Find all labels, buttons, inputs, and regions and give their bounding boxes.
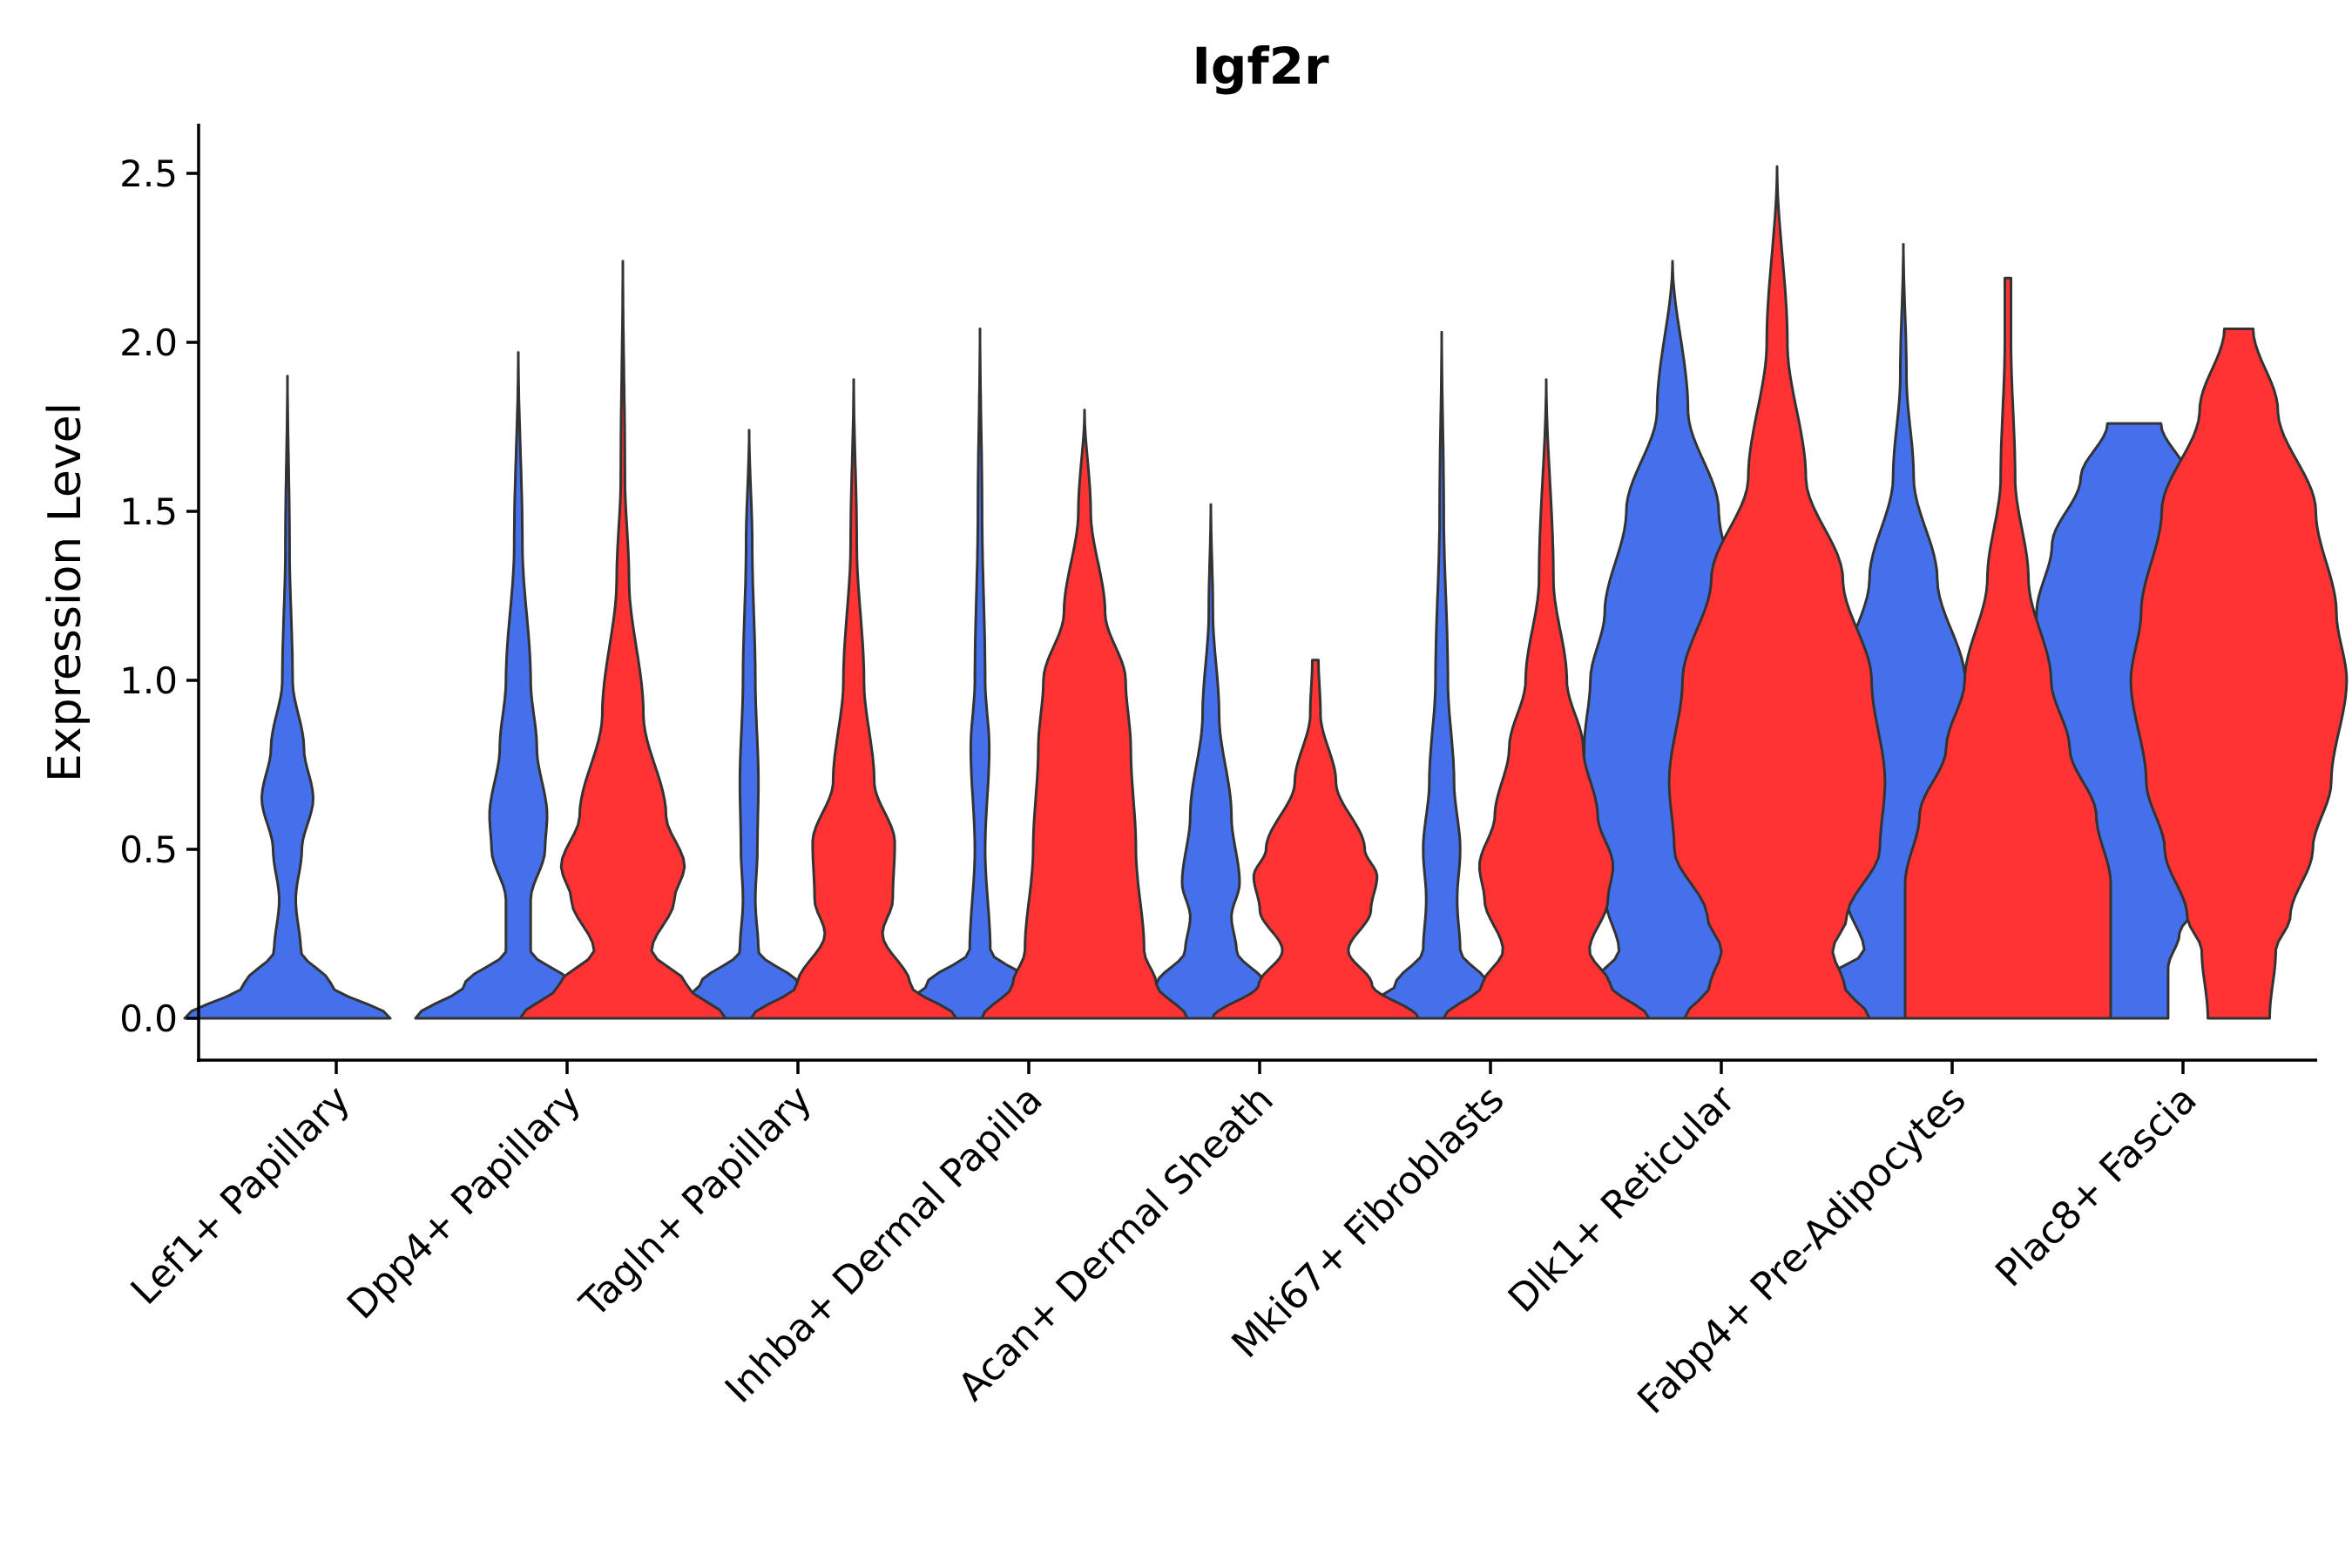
- violin-group-blue-2: [645, 429, 854, 1020]
- category-label: Plac8+ Fascia: [1987, 1078, 2206, 1296]
- y-axis-label: Expression Level: [39, 402, 91, 782]
- category-label: Dlk1+ Reticular: [1500, 1077, 1745, 1321]
- category-label: Dpp4+ Papillary: [339, 1078, 590, 1328]
- y-tick-label: 0.5: [119, 828, 178, 871]
- violin-group-red-1: [518, 260, 727, 1020]
- violin-group-red-7: [1903, 276, 2112, 1020]
- category-label: Lef1+ Papillary: [123, 1078, 359, 1314]
- violin-group-red-2: [749, 378, 958, 1020]
- violin-group-red-5: [1442, 378, 1651, 1020]
- violin-group-red-3: [980, 409, 1189, 1020]
- violin-group-blue-1: [414, 351, 623, 1020]
- y-tick-label: 2.5: [119, 152, 178, 195]
- violin-group-blue-4: [1106, 503, 1315, 1020]
- violin-group-blue-0: [183, 375, 392, 1020]
- violin-group-blue-3: [875, 328, 1085, 1020]
- violin-group-red-6: [1667, 165, 1887, 1020]
- violin-layer: [183, 165, 2349, 1020]
- y-axis: 0.0 0.5 1.0 1.5 2.0 2.5: [119, 124, 200, 1062]
- category-label: Tagln+ Papillary: [571, 1078, 821, 1327]
- chart-title: Igf2r: [1192, 37, 1329, 96]
- violin-group-red-4: [1211, 659, 1420, 1020]
- y-tick-label: 1.0: [119, 659, 178, 702]
- y-tick-label: 1.5: [119, 490, 178, 533]
- violin-group-blue-5: [1337, 330, 1546, 1020]
- y-tick-label: 2.0: [119, 321, 178, 364]
- violin-group-red-8: [2129, 328, 2349, 1020]
- y-tick-label: 0.0: [119, 997, 178, 1040]
